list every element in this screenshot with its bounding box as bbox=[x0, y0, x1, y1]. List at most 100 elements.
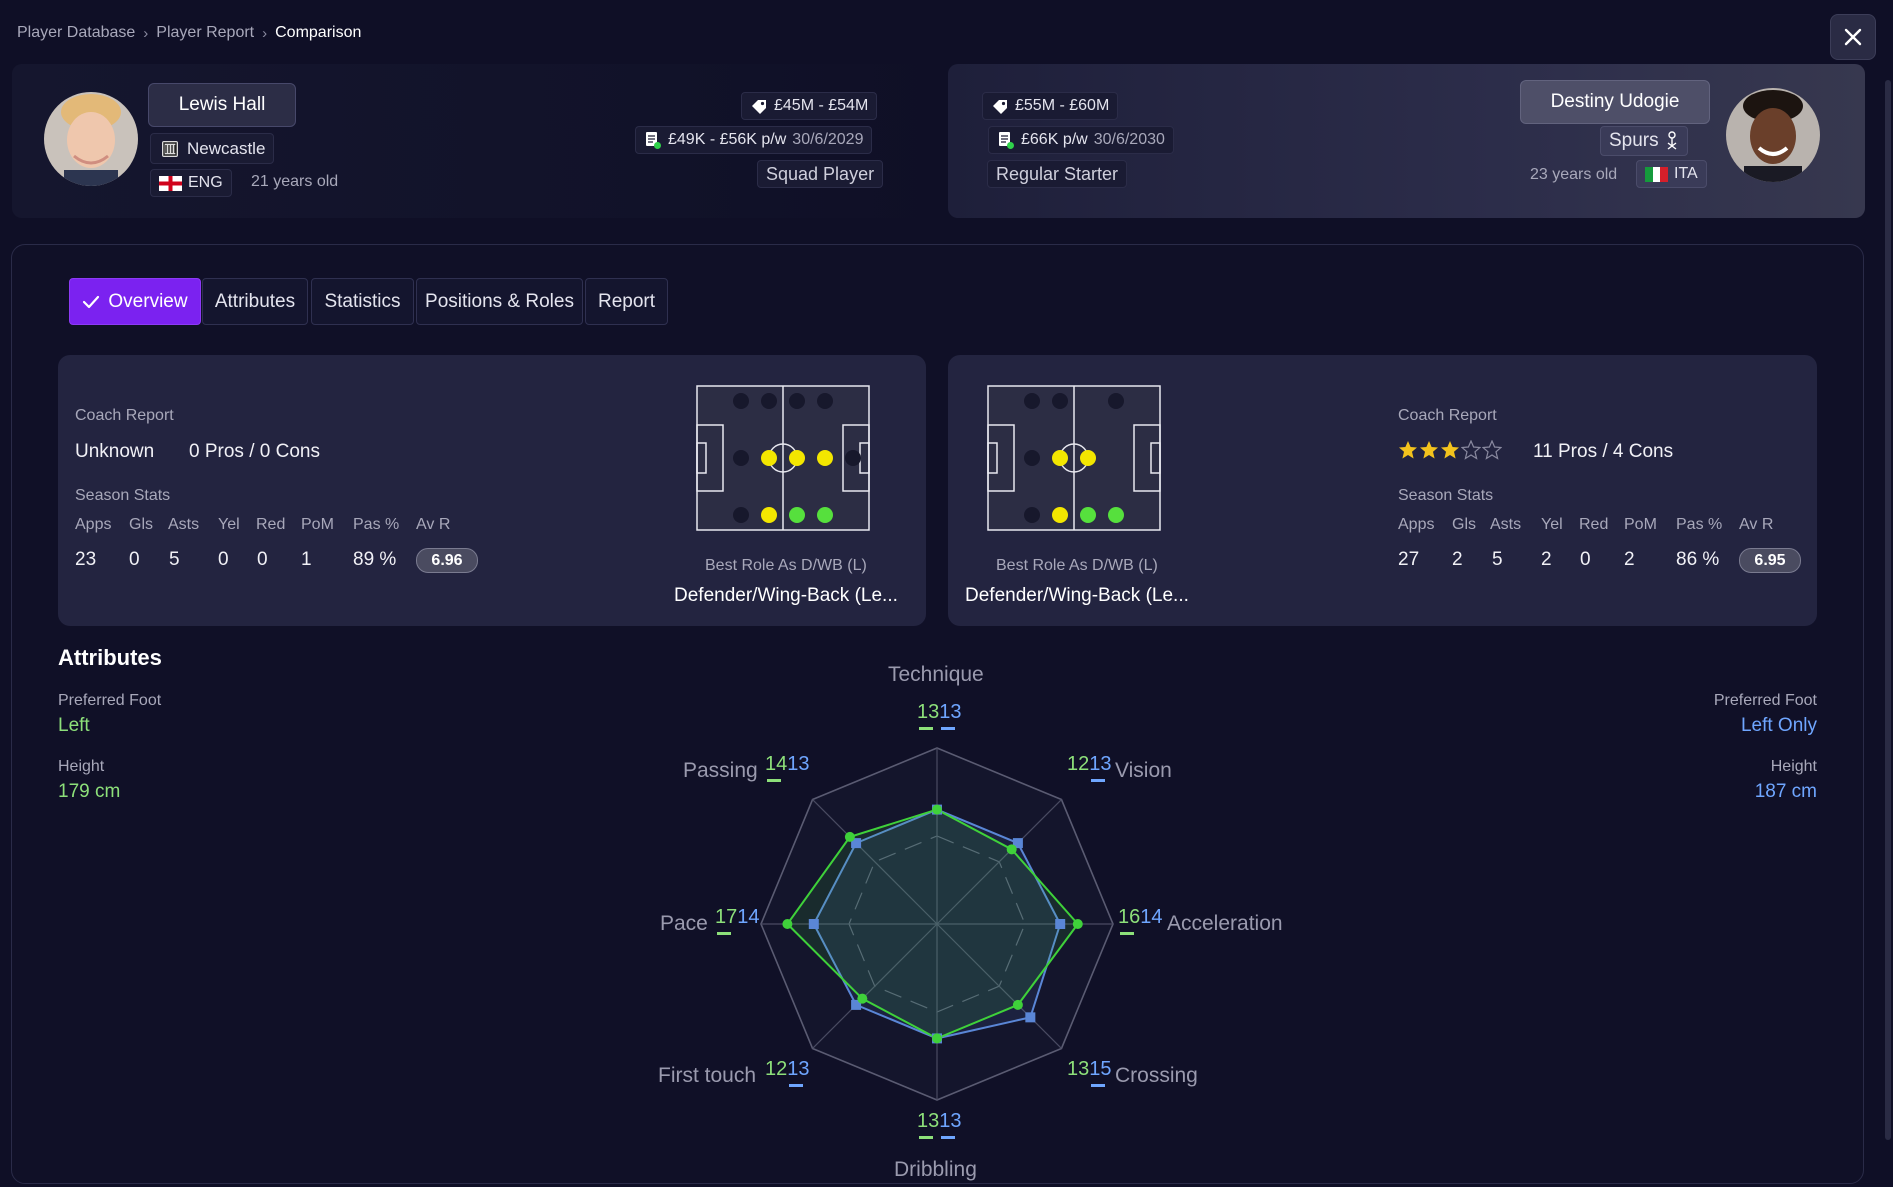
underline-right bbox=[1091, 779, 1105, 782]
stat-asts-right: 5 bbox=[1492, 549, 1503, 570]
pitch-diagram-left bbox=[696, 385, 870, 531]
preferred-foot-left: Left bbox=[58, 715, 90, 736]
stat-header-yel: Yel bbox=[218, 516, 240, 533]
stat-header-pom: PoM bbox=[301, 516, 334, 533]
radar-spoke bbox=[936, 923, 1062, 1049]
stat-header-avr: Av R bbox=[416, 516, 451, 533]
status-right-text: Regular Starter bbox=[996, 163, 1119, 184]
radar-value-left-dribbling: 13 bbox=[917, 1110, 940, 1132]
radar-value-right-pace: 14 bbox=[737, 906, 760, 928]
stat-red-left: 0 bbox=[257, 549, 268, 570]
wage-chip-left: £49K - £56K p/w 30/6/2029 bbox=[635, 126, 873, 154]
age-right: 23 years old bbox=[1530, 166, 1618, 183]
nation-chip-left[interactable]: ENG bbox=[150, 169, 232, 197]
tab-statistics[interactable]: Statistics bbox=[311, 278, 414, 325]
tab-positions-roles[interactable]: Positions & Roles bbox=[416, 278, 583, 325]
radar-point-right bbox=[808, 919, 819, 929]
radar-values-technique: 1313 bbox=[917, 701, 962, 724]
radar-values-passing: 1413 bbox=[765, 753, 810, 776]
radar-value-right-vision: 13 bbox=[1089, 753, 1112, 775]
breadcrumb-player-report[interactable]: Player Report bbox=[156, 24, 255, 41]
radar-values-first-touch: 1213 bbox=[765, 1058, 810, 1081]
radar-point-left bbox=[932, 804, 942, 815]
checkmark-icon bbox=[83, 295, 100, 308]
stat-header-red: Red bbox=[1579, 516, 1609, 533]
newcastle-crest-icon bbox=[162, 140, 178, 157]
club-chip-left[interactable]: Newcastle bbox=[150, 133, 275, 164]
breadcrumb-comparison: Comparison bbox=[275, 24, 362, 41]
best-role-left[interactable]: Defender/Wing-Back (Le... bbox=[674, 585, 898, 606]
squad-status-right: Regular Starter bbox=[987, 160, 1128, 188]
stat-header-apps: Apps bbox=[75, 516, 112, 533]
coach-report-label-left: Coach Report bbox=[75, 407, 174, 424]
breadcrumb-player-database[interactable]: Player Database bbox=[17, 24, 136, 41]
stat-gls-left: 0 bbox=[129, 549, 140, 570]
stat-asts-left: 5 bbox=[169, 549, 180, 570]
stat-header-red: Red bbox=[256, 516, 286, 533]
stat-header-avr: Av R bbox=[1739, 516, 1774, 533]
chevron-right-icon: › bbox=[143, 24, 149, 42]
england-flag-icon bbox=[159, 175, 182, 191]
contract-right: 30/6/2030 bbox=[1093, 131, 1165, 148]
squad-status-left: Squad Player bbox=[757, 160, 884, 188]
close-button[interactable] bbox=[1830, 14, 1876, 60]
underline-left bbox=[919, 1136, 933, 1139]
radar-point-left bbox=[857, 993, 868, 1004]
radar-point-right bbox=[851, 838, 862, 849]
radar-value-right-technique: 13 bbox=[939, 701, 962, 723]
preferred-foot-label-right: Preferred Foot bbox=[1713, 692, 1817, 709]
stat-header-asts: Asts bbox=[168, 516, 200, 533]
radar-label-dribbling: Dribbling bbox=[894, 1158, 977, 1181]
tab-attributes-label: Attributes bbox=[214, 290, 296, 312]
tab-attributes[interactable]: Attributes bbox=[202, 278, 308, 325]
radar-value-left-technique: 13 bbox=[917, 701, 940, 723]
attributes-title: Attributes bbox=[58, 645, 162, 670]
club-chip-right[interactable]: Spurs bbox=[1600, 126, 1688, 156]
underline-left bbox=[717, 932, 731, 935]
chevron-right-icon: › bbox=[262, 24, 268, 42]
radar-spoke bbox=[936, 799, 1062, 925]
value-chip-left: £45M - £54M bbox=[741, 92, 878, 120]
height-label-left: Height bbox=[58, 758, 105, 775]
radar-value-left-passing: 14 bbox=[765, 753, 788, 775]
underline-right bbox=[1091, 1084, 1105, 1087]
radar-value-right-dribbling: 13 bbox=[939, 1110, 962, 1132]
radar-spoke bbox=[812, 923, 938, 1049]
nation-right: ITA bbox=[1674, 165, 1698, 182]
contract-icon bbox=[646, 132, 661, 149]
tab-overview[interactable]: Overview bbox=[69, 278, 201, 325]
radar-point-left bbox=[932, 1033, 942, 1044]
height-left: 179 cm bbox=[58, 781, 121, 802]
underline-right bbox=[941, 727, 955, 730]
wage-right: £66K p/w bbox=[1021, 131, 1088, 148]
radar-point-left bbox=[1072, 919, 1083, 929]
close-icon bbox=[1844, 28, 1862, 46]
star-icon-filled bbox=[1399, 441, 1417, 459]
player-name-right[interactable]: Destiny Udogie bbox=[1520, 80, 1710, 124]
player-name-left[interactable]: Lewis Hall bbox=[148, 83, 296, 127]
underline-left bbox=[1120, 932, 1134, 935]
best-role-right[interactable]: Defender/Wing-Back (Le... bbox=[965, 585, 1189, 606]
stat-pas-right: 86 % bbox=[1676, 549, 1720, 570]
radar-value-right-crossing: 15 bbox=[1089, 1058, 1112, 1080]
contract-icon bbox=[999, 132, 1014, 149]
radar-value-left-acceleration: 16 bbox=[1118, 906, 1141, 928]
avatar-left bbox=[44, 92, 138, 186]
radar-value-right-passing: 13 bbox=[787, 753, 810, 775]
radar-values-pace: 1714 bbox=[715, 906, 760, 929]
stat-header-pas: Pas % bbox=[353, 516, 400, 533]
nation-chip-right[interactable]: ITA bbox=[1636, 160, 1707, 188]
stat-header-pas: Pas % bbox=[1676, 516, 1723, 533]
radar-point-right bbox=[1025, 1012, 1036, 1023]
pitch-diagram-right bbox=[987, 385, 1161, 531]
scrollbar[interactable] bbox=[1885, 80, 1891, 1140]
tab-report[interactable]: Report bbox=[585, 278, 668, 325]
coach-report-label-right: Coach Report bbox=[1398, 407, 1497, 424]
stat-header-apps: Apps bbox=[1398, 516, 1435, 533]
value-right: £55M - £60M bbox=[1015, 97, 1110, 114]
player-name-right-text: Destiny Udogie bbox=[1550, 91, 1680, 112]
best-role-label-left: Best Role As D/WB (L) bbox=[705, 557, 867, 574]
radar-label-passing: Passing bbox=[683, 759, 758, 782]
star-icon-empty bbox=[1482, 440, 1502, 460]
